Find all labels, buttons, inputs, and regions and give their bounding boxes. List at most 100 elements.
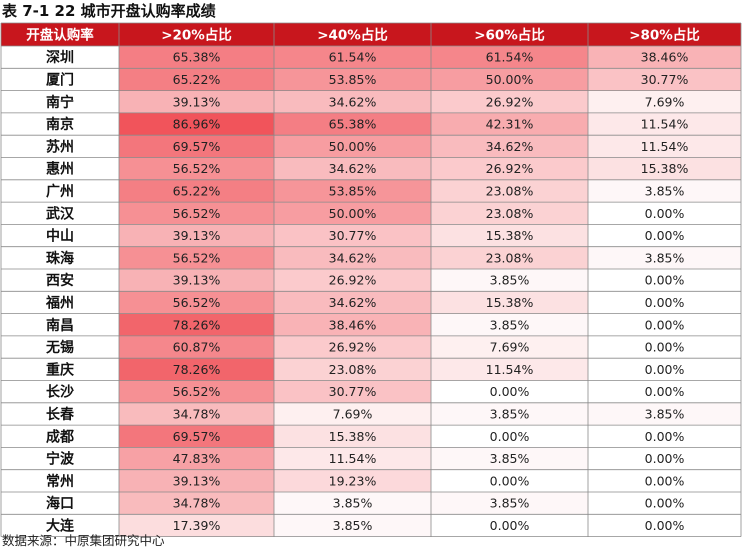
heat-cell — [119, 157, 274, 180]
heat-cell — [274, 402, 431, 426]
city-label: 珠海 — [46, 250, 74, 267]
cell-value: 38.46% — [641, 50, 689, 65]
cell-value: 30.77% — [641, 72, 689, 87]
heat-cell — [588, 492, 741, 515]
city-label: 厦门 — [46, 71, 74, 88]
cell-value: 0.00% — [490, 518, 530, 533]
city-cell — [1, 313, 119, 336]
heat-cell — [274, 246, 431, 269]
cell-value: 34.62% — [329, 94, 377, 109]
heat-cell — [431, 335, 588, 359]
heat-cell — [588, 402, 741, 426]
cell-value: 23.08% — [486, 183, 534, 198]
cell-value: 23.08% — [329, 362, 377, 377]
cell-value: 3.85% — [490, 496, 530, 511]
heat-cell — [588, 68, 741, 91]
cell-value: 3.85% — [645, 406, 685, 421]
cell-value: 3.85% — [490, 406, 530, 421]
heat-cell — [431, 313, 588, 336]
city-cell — [1, 291, 119, 314]
city-label: 海口 — [46, 495, 74, 512]
heat-cell — [119, 358, 274, 381]
cell-value: 15.38% — [329, 429, 377, 444]
cell-value: 15.38% — [486, 228, 534, 243]
cell-value: 53.85% — [329, 183, 377, 198]
cell-value: 34.62% — [329, 250, 377, 265]
cell-value: 0.00% — [645, 384, 685, 399]
city-cell — [1, 380, 119, 403]
heat-cell — [274, 514, 431, 537]
heat-cell — [274, 425, 431, 448]
heat-cell — [119, 46, 274, 69]
heat-cell — [274, 358, 431, 381]
heat-cell — [588, 335, 741, 359]
city-cell — [1, 335, 119, 359]
heat-cell — [119, 246, 274, 269]
cell-value: 39.13% — [173, 94, 221, 109]
heat-cell — [274, 112, 431, 136]
city-cell — [1, 179, 119, 203]
heat-cell — [588, 179, 741, 203]
city-cell — [1, 246, 119, 269]
cell-value: 65.38% — [329, 117, 377, 132]
heat-cell — [274, 46, 431, 69]
cell-value: 3.85% — [645, 183, 685, 198]
cell-value: 3.85% — [490, 451, 530, 466]
city-cell — [1, 112, 119, 136]
cell-value: 34.62% — [486, 139, 534, 154]
cell-value: 60.87% — [173, 340, 221, 355]
city-label: 深圳 — [46, 49, 74, 66]
heat-cell — [588, 358, 741, 381]
cell-value: 34.62% — [329, 161, 377, 176]
cell-value: 69.57% — [173, 139, 221, 154]
heat-cell — [119, 112, 274, 136]
header-band — [1, 23, 741, 46]
heat-cell — [119, 425, 274, 448]
row-header-label: 开盘认购率 — [26, 27, 94, 44]
cell-value: 0.00% — [645, 496, 685, 511]
heat-cell — [274, 157, 431, 180]
cell-value: 65.38% — [173, 50, 221, 65]
heat-cell — [431, 135, 588, 158]
city-cell — [1, 202, 119, 225]
cell-value: 65.22% — [173, 183, 221, 198]
cell-value: 38.46% — [329, 317, 377, 332]
heat-cell — [274, 202, 431, 225]
cell-value: 26.92% — [329, 340, 377, 355]
heat-cell — [119, 335, 274, 359]
cell-value: 0.00% — [645, 317, 685, 332]
heat-cell — [274, 313, 431, 336]
heat-cell — [274, 179, 431, 203]
city-cell — [1, 269, 119, 292]
heat-cell — [274, 135, 431, 158]
heat-cell — [274, 335, 431, 359]
heat-cell — [431, 380, 588, 403]
heat-cell — [431, 157, 588, 180]
heat-cell — [274, 90, 431, 113]
column-header: >20%占比 — [161, 27, 232, 44]
heat-cell — [431, 202, 588, 225]
cell-value: 56.52% — [173, 295, 221, 310]
data-source-note: 数据来源：中原集团研究中心 — [2, 533, 165, 548]
city-label: 宁波 — [46, 451, 75, 468]
heat-cell — [274, 269, 431, 292]
heat-cell — [588, 202, 741, 225]
cell-value: 0.00% — [645, 518, 685, 533]
cell-value: 56.52% — [173, 250, 221, 265]
heat-cell — [431, 90, 588, 113]
cell-value: 0.00% — [645, 429, 685, 444]
cell-value: 39.13% — [173, 273, 221, 288]
cell-value: 0.00% — [490, 473, 530, 488]
heat-cell — [431, 358, 588, 381]
city-label: 常州 — [46, 473, 74, 490]
heat-cell — [588, 313, 741, 336]
cell-value: 11.54% — [641, 139, 689, 154]
cell-value: 7.69% — [490, 340, 530, 355]
cell-value: 23.08% — [486, 206, 534, 221]
city-label: 南昌 — [46, 317, 74, 334]
city-label: 惠州 — [46, 161, 74, 178]
heat-cell — [274, 447, 431, 470]
cell-value: 3.85% — [333, 496, 373, 511]
cell-value: 78.26% — [173, 362, 221, 377]
